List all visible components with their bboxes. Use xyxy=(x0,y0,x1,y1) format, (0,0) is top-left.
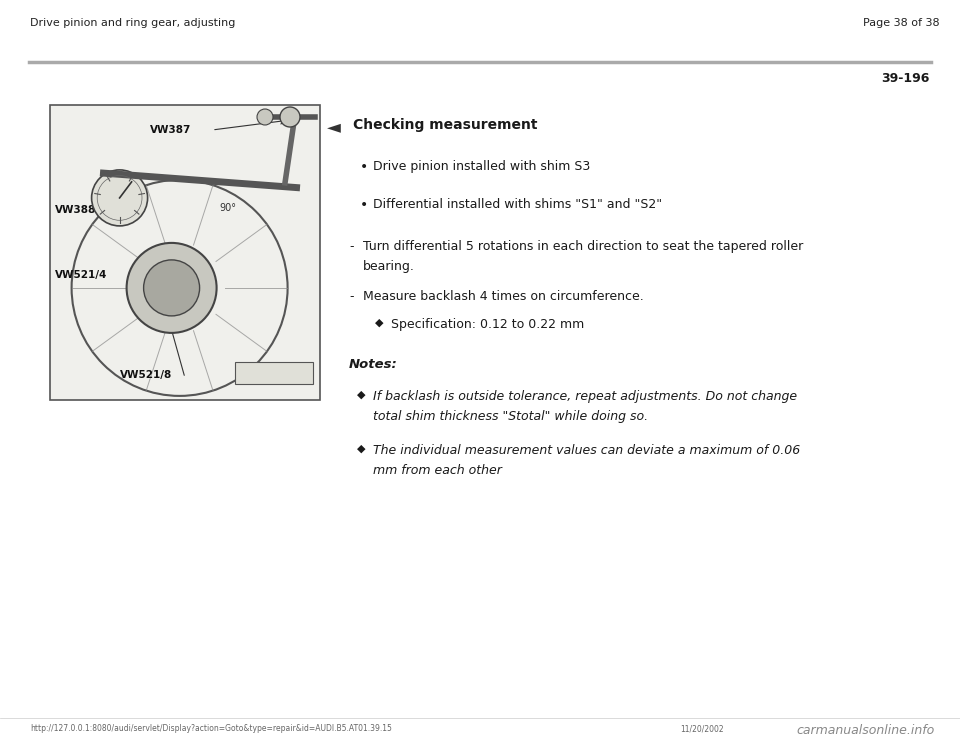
Circle shape xyxy=(127,243,217,333)
Text: Measure backlash 4 times on circumference.: Measure backlash 4 times on circumferenc… xyxy=(363,290,644,303)
Circle shape xyxy=(257,109,273,125)
Bar xyxy=(235,362,313,384)
Text: Drive pinion installed with shim S3: Drive pinion installed with shim S3 xyxy=(373,160,590,173)
Text: If backlash is outside tolerance, repeat adjustments. Do not change: If backlash is outside tolerance, repeat… xyxy=(373,390,797,403)
Text: http://127.0.0.1:8080/audi/servlet/Display?action=Goto&type=repair&id=AUDI.B5.AT: http://127.0.0.1:8080/audi/servlet/Displ… xyxy=(30,724,392,733)
Bar xyxy=(50,105,320,400)
Text: 90°: 90° xyxy=(220,203,236,213)
Text: a: a xyxy=(189,258,197,268)
Text: VW387: VW387 xyxy=(150,125,191,135)
Circle shape xyxy=(144,260,200,316)
Text: VW521/4: VW521/4 xyxy=(55,270,108,280)
Text: ◆: ◆ xyxy=(375,318,383,328)
Text: -: - xyxy=(349,290,353,303)
Text: 39-196: 39-196 xyxy=(881,72,930,85)
Text: -: - xyxy=(349,240,353,253)
Text: bearing.: bearing. xyxy=(363,260,415,273)
Text: Turn differential 5 rotations in each direction to seat the tapered roller: Turn differential 5 rotations in each di… xyxy=(363,240,804,253)
Text: Drive pinion and ring gear, adjusting: Drive pinion and ring gear, adjusting xyxy=(30,18,235,28)
Text: VW521/8: VW521/8 xyxy=(120,370,172,380)
Text: Specification: 0.12 to 0.22 mm: Specification: 0.12 to 0.22 mm xyxy=(391,318,585,331)
Text: ◆: ◆ xyxy=(357,444,366,454)
Text: VW388: VW388 xyxy=(55,205,96,215)
Text: •: • xyxy=(360,160,369,174)
Text: ◆: ◆ xyxy=(357,390,366,400)
Text: Differential installed with shims "S1" and "S2": Differential installed with shims "S1" a… xyxy=(373,198,662,211)
Text: V39-0920: V39-0920 xyxy=(253,369,294,378)
Text: Checking measurement: Checking measurement xyxy=(353,118,538,132)
Text: The individual measurement values can deviate a maximum of 0.06: The individual measurement values can de… xyxy=(373,444,801,457)
Text: carmanualsonline.info: carmanualsonline.info xyxy=(797,724,935,737)
Text: ◄: ◄ xyxy=(327,118,341,136)
Text: 11/20/2002: 11/20/2002 xyxy=(680,724,724,733)
Circle shape xyxy=(91,170,148,226)
Text: Page 38 of 38: Page 38 of 38 xyxy=(863,18,940,28)
Text: •: • xyxy=(360,198,369,212)
Circle shape xyxy=(280,107,300,127)
Text: total shim thickness "Stotal" while doing so.: total shim thickness "Stotal" while doin… xyxy=(373,410,648,423)
Text: Notes:: Notes: xyxy=(349,358,397,371)
Text: mm from each other: mm from each other xyxy=(373,464,502,477)
